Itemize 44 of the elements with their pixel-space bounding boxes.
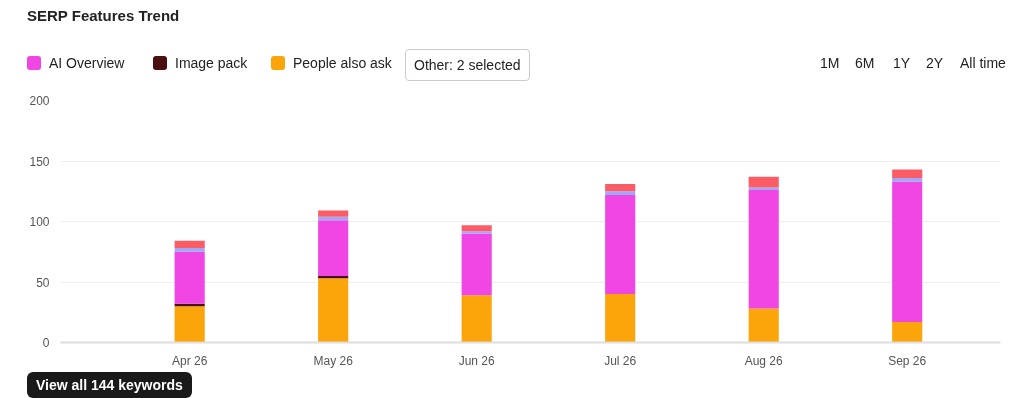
bar	[605, 294, 636, 343]
chart-title: SERP Features Trend	[26, 6, 180, 26]
bar	[318, 210, 349, 217]
text: 1Y	[893, 54, 911, 73]
bar	[892, 181, 923, 322]
bar	[605, 194, 636, 295]
x-tick-label: May 26	[313, 353, 354, 368]
y-tick-label: 0	[42, 336, 50, 350]
x-tick-label: Apr 26	[171, 353, 208, 368]
text: Other: 2 selected	[405, 49, 530, 81]
bar	[892, 169, 923, 178]
text: 6M	[855, 54, 875, 73]
y-tick-label: 100	[29, 215, 50, 229]
bar	[174, 306, 205, 343]
bar	[174, 251, 205, 304]
bar	[892, 321, 923, 343]
x-tick-label: Sep 26	[888, 353, 927, 368]
x-tick-label: Jul 26	[604, 353, 637, 368]
bar	[318, 220, 349, 276]
text: 1M	[820, 54, 840, 73]
text: All time	[960, 54, 1006, 73]
y-tick-label: 50	[36, 275, 50, 290]
bar	[461, 231, 492, 234]
legend-label: People also ask	[292, 54, 392, 73]
bar	[461, 233, 492, 296]
bar	[605, 191, 636, 195]
legend-label: Image pack	[174, 54, 248, 73]
bar	[318, 278, 349, 343]
text: View all 144 keywords	[27, 372, 192, 398]
bar	[748, 190, 779, 309]
bar	[461, 225, 492, 232]
y-tick-label: 200	[29, 94, 50, 108]
bar	[174, 248, 205, 252]
bar	[461, 295, 492, 343]
bar	[605, 183, 636, 192]
bar	[748, 176, 779, 188]
x-tick-label: Aug 26	[744, 353, 784, 368]
x-tick-label: Jun 26	[458, 353, 496, 368]
text: 2Y	[926, 54, 944, 73]
bar	[748, 308, 779, 343]
bar	[892, 177, 923, 182]
bar	[174, 240, 205, 249]
y-tick-label: 150	[29, 154, 50, 169]
legend-label: AI Overview	[48, 54, 125, 73]
